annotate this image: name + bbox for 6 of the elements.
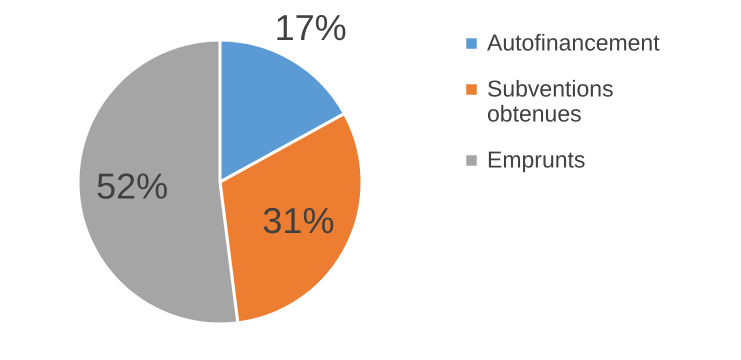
legend-label: Emprunts <box>487 146 586 172</box>
data-label: 31% <box>262 200 334 241</box>
legend-label: Autofinancement <box>487 30 660 56</box>
legend-label: Subventions obtenues <box>487 76 614 126</box>
data-label: 17% <box>274 6 347 48</box>
data-label: 52% <box>96 166 168 207</box>
